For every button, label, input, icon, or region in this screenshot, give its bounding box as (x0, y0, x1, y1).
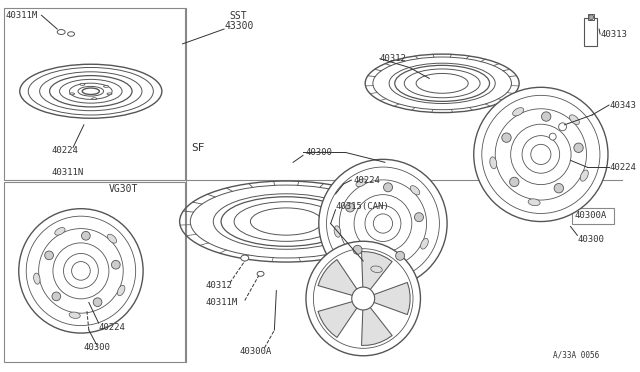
Ellipse shape (104, 86, 109, 87)
Circle shape (396, 251, 404, 260)
Text: 40312: 40312 (205, 281, 232, 290)
Text: 40300A: 40300A (575, 211, 607, 220)
Text: 40224: 40224 (353, 176, 380, 185)
Text: 40224: 40224 (99, 323, 125, 331)
Circle shape (559, 123, 566, 131)
Text: 43300: 43300 (224, 21, 253, 31)
Circle shape (541, 112, 551, 121)
Text: 40343: 40343 (610, 100, 637, 110)
Circle shape (111, 260, 120, 269)
Circle shape (352, 287, 374, 310)
Polygon shape (374, 282, 410, 315)
Ellipse shape (108, 234, 116, 243)
Text: A/33A 0056: A/33A 0056 (553, 351, 599, 360)
Ellipse shape (528, 199, 540, 206)
Circle shape (589, 15, 594, 20)
Text: SF: SF (191, 142, 205, 153)
Ellipse shape (570, 115, 579, 125)
Ellipse shape (513, 108, 524, 116)
Bar (4, 182, 184, 362)
Circle shape (574, 143, 583, 153)
Circle shape (549, 133, 556, 140)
Text: 40300: 40300 (84, 343, 111, 352)
Bar (588, 14, 594, 20)
Ellipse shape (371, 266, 382, 273)
Ellipse shape (118, 285, 125, 296)
Text: 40224: 40224 (610, 163, 637, 172)
Text: 40300: 40300 (306, 148, 333, 157)
Ellipse shape (34, 273, 40, 284)
Ellipse shape (57, 29, 65, 35)
Ellipse shape (356, 179, 367, 187)
Circle shape (93, 298, 102, 307)
Circle shape (52, 292, 61, 301)
Ellipse shape (580, 170, 588, 181)
Bar (584, 18, 597, 46)
Text: 40311N: 40311N (51, 168, 84, 177)
Ellipse shape (257, 271, 264, 276)
Text: 40300A: 40300A (240, 347, 272, 356)
Text: 40224: 40224 (51, 146, 78, 155)
Text: SST: SST (229, 11, 246, 21)
Circle shape (353, 245, 362, 254)
Polygon shape (362, 308, 392, 346)
Text: 40311M: 40311M (6, 11, 38, 20)
Ellipse shape (55, 228, 65, 235)
Circle shape (415, 213, 424, 222)
Ellipse shape (92, 98, 97, 100)
Circle shape (509, 177, 519, 187)
Ellipse shape (490, 157, 497, 169)
Circle shape (346, 203, 355, 212)
Circle shape (319, 159, 447, 288)
Ellipse shape (410, 186, 420, 195)
Ellipse shape (80, 83, 85, 85)
Polygon shape (318, 302, 357, 337)
Bar (4, 8, 184, 180)
Ellipse shape (69, 312, 80, 318)
Circle shape (474, 87, 608, 222)
Ellipse shape (70, 93, 75, 95)
Ellipse shape (420, 238, 428, 249)
Text: 40313: 40313 (600, 29, 627, 39)
Bar (572, 208, 614, 224)
Polygon shape (362, 251, 392, 289)
Circle shape (502, 133, 511, 142)
Ellipse shape (334, 226, 340, 237)
Ellipse shape (83, 88, 99, 94)
Ellipse shape (107, 93, 112, 95)
Ellipse shape (68, 32, 74, 36)
Text: 40300: 40300 (577, 235, 604, 244)
Ellipse shape (241, 255, 249, 261)
Text: 40315(CAN): 40315(CAN) (335, 202, 389, 211)
Text: 40311M: 40311M (205, 298, 237, 307)
Circle shape (306, 241, 420, 356)
Circle shape (554, 183, 564, 193)
Circle shape (19, 209, 143, 333)
Text: VG30T: VG30T (109, 184, 138, 194)
Text: 40312: 40312 (380, 54, 407, 63)
Polygon shape (318, 260, 357, 295)
Circle shape (383, 183, 392, 192)
Circle shape (81, 231, 90, 240)
Circle shape (45, 251, 53, 260)
